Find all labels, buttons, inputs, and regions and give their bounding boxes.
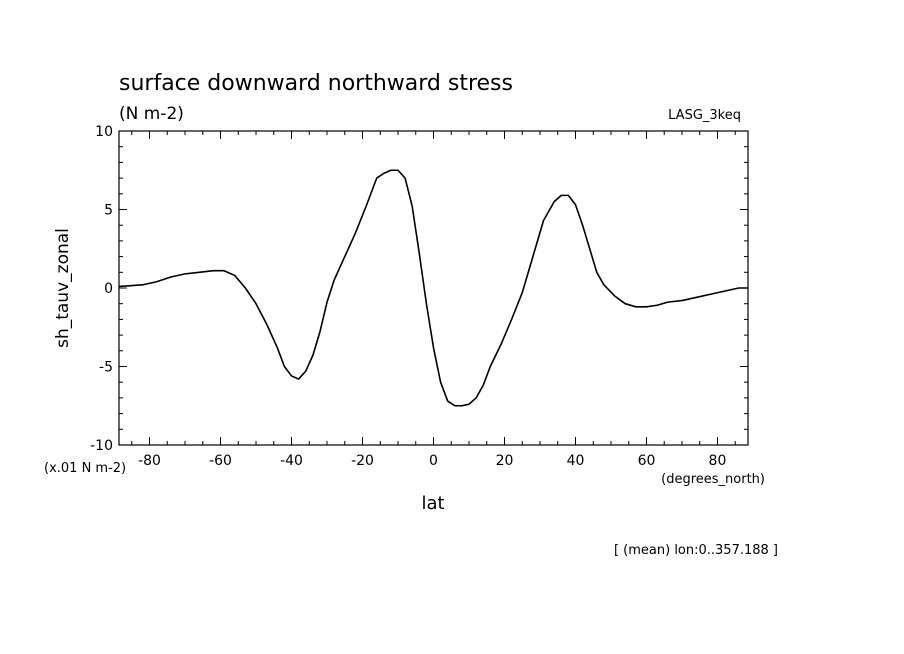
x-tick-label: -80 — [138, 453, 161, 469]
footnote: [ (mean) lon:0..357.188 ] — [614, 543, 778, 558]
x-tick-label: 40 — [567, 453, 585, 469]
x-tick-label: -40 — [280, 453, 303, 469]
x-tick-label: 80 — [709, 453, 727, 469]
chart-subtitle: (N m-2) — [119, 104, 184, 124]
y-tick-label: 10 — [95, 124, 113, 140]
y-tick-label: -5 — [99, 360, 113, 376]
x-tick-label: 60 — [638, 453, 656, 469]
x-tick-label: -60 — [209, 453, 232, 469]
x-tick-label: 0 — [429, 453, 438, 469]
x-tick-label: -20 — [351, 453, 374, 469]
y-axis-label: sh_tauv_zonal — [53, 228, 73, 348]
x-axis-label: lat — [421, 493, 444, 514]
y-tick-label: -10 — [90, 438, 113, 454]
tick-labels-layer: -80 -60 -40 -20 0 20 40 60 80 -10 -5 0 5 10 — [90, 124, 726, 469]
series-line — [118, 169, 748, 407]
chart-title: surface downward northward stress — [119, 71, 513, 96]
ticks-layer — [119, 130, 748, 446]
y-tick-label: 0 — [104, 281, 113, 297]
plot-frame — [118, 130, 749, 446]
y-scale-note: (x.01 N m-2) — [44, 461, 126, 476]
x-units-label: (degrees_north) — [661, 472, 765, 487]
source-label: LASG_3keq — [668, 108, 741, 123]
x-tick-label: 20 — [496, 453, 514, 469]
y-tick-label: 5 — [104, 203, 113, 219]
